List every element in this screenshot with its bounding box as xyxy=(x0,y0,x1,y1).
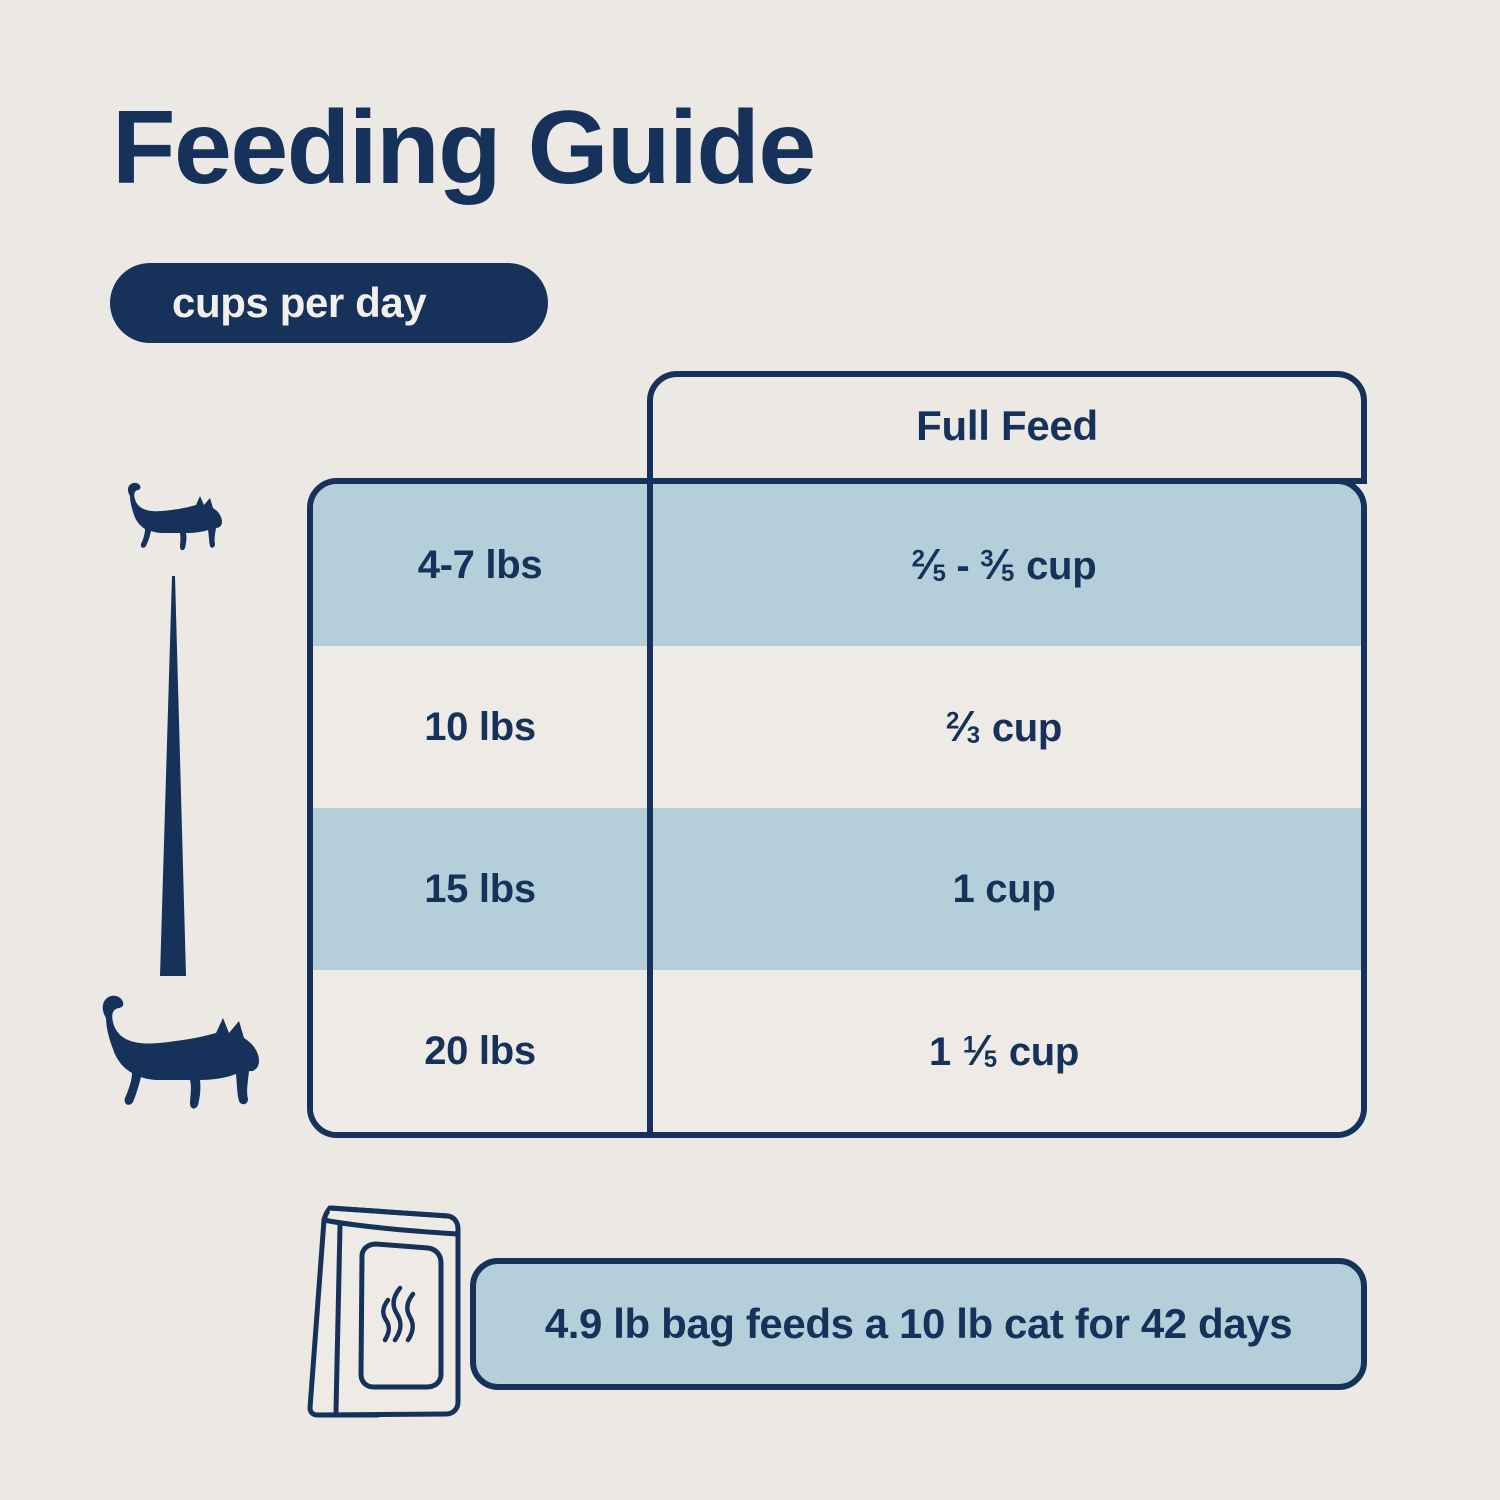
table-row: 4-7 lbs 2⁄5 - 3⁄5 cup xyxy=(313,484,1361,646)
flame-wisp-logo-icon xyxy=(381,1285,416,1343)
footer-banner-text: 4.9 lb bag feeds a 10 lb cat for 42 days xyxy=(544,1300,1293,1347)
subtitle-pill-label: cups per day xyxy=(172,279,427,326)
table-row: 10 lbs 2⁄3 cup xyxy=(313,646,1361,808)
cell-weight: 10 lbs xyxy=(424,704,536,749)
cell-amount: 1 cup xyxy=(952,866,1056,911)
column-header-label: Full Feed xyxy=(916,401,1098,449)
table-row: 15 lbs 1 cup xyxy=(313,808,1361,970)
cell-amount: 2⁄5 - 3⁄5 cup xyxy=(647,541,1361,590)
fraction-value: 1 1⁄5 cup xyxy=(928,1026,1080,1075)
size-scale-wedge-icon xyxy=(152,576,194,976)
column-header-full-feed: Full Feed xyxy=(647,371,1367,484)
fraction-value: 2⁄3 cup xyxy=(945,702,1063,751)
cat-silhouette-small-icon xyxy=(116,478,228,554)
subtitle-pill: cups per day xyxy=(110,263,548,343)
table-column-divider xyxy=(647,484,653,1132)
cell-weight: 4-7 lbs xyxy=(417,542,543,587)
feeding-table: 4-7 lbs 2⁄5 - 3⁄5 cup 10 lbs 2⁄3 cup 15 lb… xyxy=(307,478,1367,1138)
cell-weight: 15 lbs xyxy=(424,866,536,911)
cell-amount: 1 1⁄5 cup xyxy=(647,1027,1361,1076)
cell-weight: 20 lbs xyxy=(424,1028,536,1073)
page-title: Feeding Guide xyxy=(112,90,816,206)
table-row: 20 lbs 1 1⁄5 cup xyxy=(313,970,1361,1132)
food-bag-icon xyxy=(300,1196,500,1418)
footer-banner: 4.9 lb bag feeds a 10 lb cat for 42 days xyxy=(470,1258,1367,1390)
feeding-table-body: 4-7 lbs 2⁄5 - 3⁄5 cup 10 lbs 2⁄3 cup 15 lb… xyxy=(307,478,1367,1138)
cat-silhouette-large-icon xyxy=(82,988,270,1116)
fraction-value: 2⁄5 - 3⁄5 cup xyxy=(911,540,1097,589)
cat-size-scale xyxy=(78,478,303,1138)
cell-amount: 2⁄3 cup xyxy=(647,703,1361,752)
